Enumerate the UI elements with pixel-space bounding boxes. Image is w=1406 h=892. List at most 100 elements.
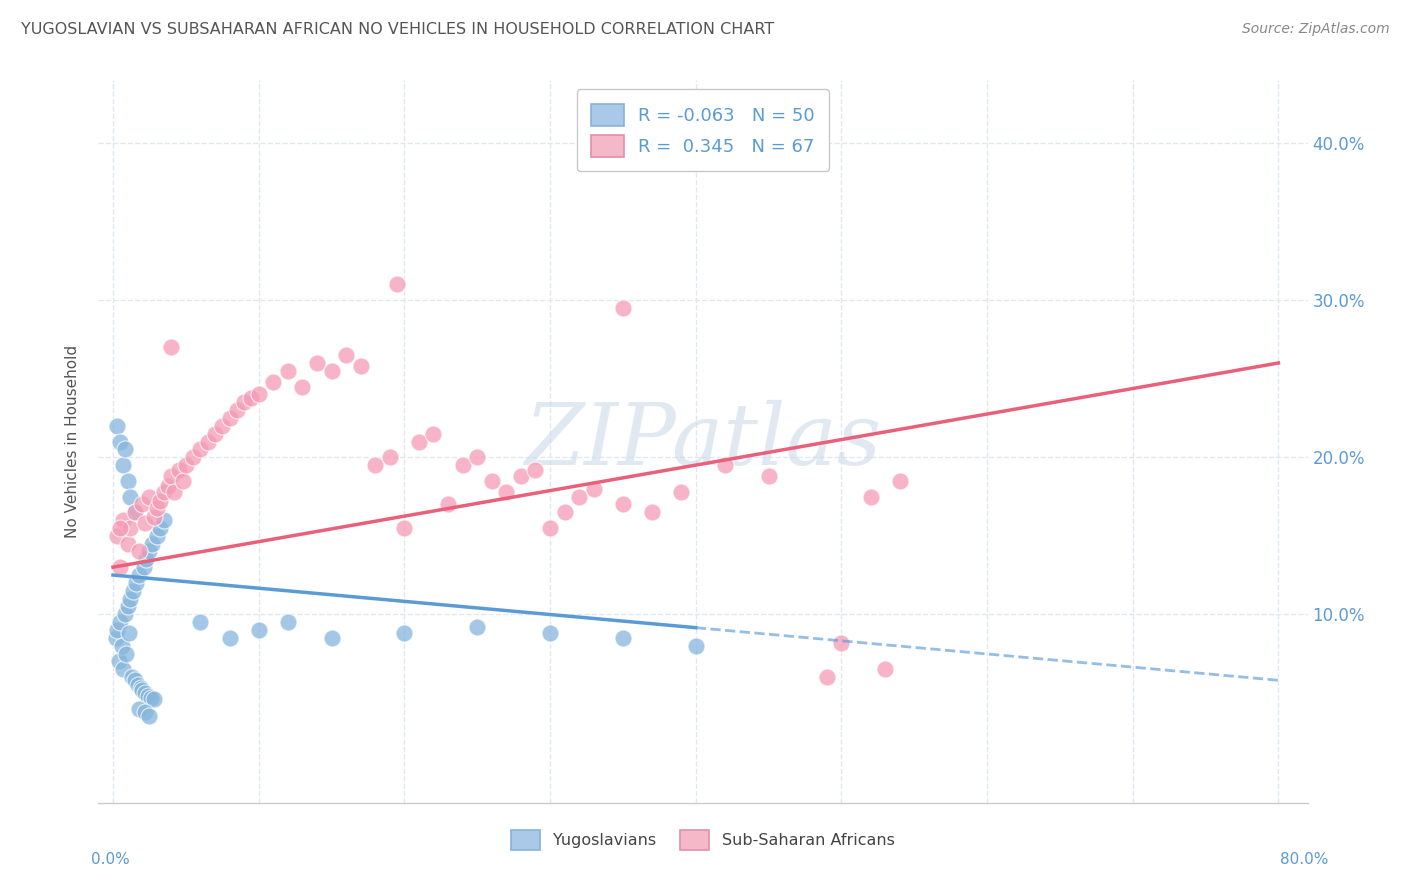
Point <box>105 529 128 543</box>
Point <box>321 364 343 378</box>
Point <box>124 505 146 519</box>
Point <box>495 484 517 499</box>
Point <box>714 458 737 472</box>
Point <box>277 615 299 630</box>
Text: 0.0%: 0.0% <box>91 852 131 867</box>
Point <box>465 450 488 465</box>
Point <box>134 686 156 700</box>
Point <box>153 484 176 499</box>
Point <box>142 692 165 706</box>
Point <box>139 690 162 705</box>
Legend: Yugoslavians, Sub-Saharan Africans: Yugoslavians, Sub-Saharan Africans <box>505 824 901 856</box>
Point <box>197 434 219 449</box>
Point <box>120 591 142 606</box>
Point <box>291 379 314 393</box>
Point <box>117 599 139 614</box>
Point <box>524 463 547 477</box>
Point <box>142 510 165 524</box>
Point <box>451 458 474 472</box>
Point <box>815 670 838 684</box>
Point <box>127 678 149 692</box>
Point <box>612 631 634 645</box>
Point <box>110 521 132 535</box>
Point <box>422 426 444 441</box>
Point <box>114 607 136 622</box>
Point <box>364 458 387 472</box>
Point <box>889 474 911 488</box>
Point <box>134 516 156 531</box>
Point <box>190 615 212 630</box>
Point <box>641 505 664 519</box>
Point <box>104 631 127 645</box>
Point <box>128 568 150 582</box>
Point <box>112 458 135 472</box>
Point <box>830 635 852 649</box>
Point <box>132 560 155 574</box>
Point <box>394 626 416 640</box>
Point <box>568 490 591 504</box>
Point <box>112 513 135 527</box>
Point <box>350 359 373 373</box>
Point <box>114 442 136 457</box>
Text: ZIPatlas: ZIPatlas <box>524 401 882 483</box>
Point <box>121 670 143 684</box>
Point <box>875 662 897 676</box>
Point <box>218 631 240 645</box>
Point <box>509 469 531 483</box>
Point <box>163 484 186 499</box>
Point <box>110 560 132 574</box>
Point <box>211 418 233 433</box>
Point <box>108 655 131 669</box>
Point <box>174 458 197 472</box>
Point <box>128 701 150 715</box>
Point <box>153 513 176 527</box>
Point <box>112 662 135 676</box>
Point <box>105 418 128 433</box>
Point <box>190 442 212 457</box>
Point <box>145 500 167 515</box>
Point <box>125 575 148 590</box>
Point <box>685 639 707 653</box>
Text: 80.0%: 80.0% <box>1281 852 1329 867</box>
Point <box>160 469 183 483</box>
Point <box>149 494 172 508</box>
Point <box>141 536 163 550</box>
Point <box>122 583 145 598</box>
Point <box>138 544 160 558</box>
Point <box>233 395 256 409</box>
Point <box>481 474 503 488</box>
Point <box>378 450 401 465</box>
Point <box>131 497 153 511</box>
Point <box>277 364 299 378</box>
Point <box>262 375 284 389</box>
Point <box>120 490 142 504</box>
Point <box>218 411 240 425</box>
Point <box>131 682 153 697</box>
Point <box>145 529 167 543</box>
Point <box>124 673 146 688</box>
Point <box>110 434 132 449</box>
Point <box>134 705 156 719</box>
Point <box>669 484 692 499</box>
Point <box>105 623 128 637</box>
Point <box>129 681 152 695</box>
Point <box>124 505 146 519</box>
Point <box>538 521 561 535</box>
Point <box>120 521 142 535</box>
Text: YUGOSLAVIAN VS SUBSAHARAN AFRICAN NO VEHICLES IN HOUSEHOLD CORRELATION CHART: YUGOSLAVIAN VS SUBSAHARAN AFRICAN NO VEH… <box>21 22 775 37</box>
Point <box>117 536 139 550</box>
Point <box>240 391 263 405</box>
Point <box>247 387 270 401</box>
Point <box>111 639 134 653</box>
Point <box>465 620 488 634</box>
Point <box>612 301 634 315</box>
Point <box>758 469 780 483</box>
Point <box>138 709 160 723</box>
Point <box>117 474 139 488</box>
Point <box>582 482 605 496</box>
Point <box>110 615 132 630</box>
Y-axis label: No Vehicles in Household: No Vehicles in Household <box>65 345 80 538</box>
Point <box>538 626 561 640</box>
Point <box>335 348 357 362</box>
Point <box>437 497 460 511</box>
